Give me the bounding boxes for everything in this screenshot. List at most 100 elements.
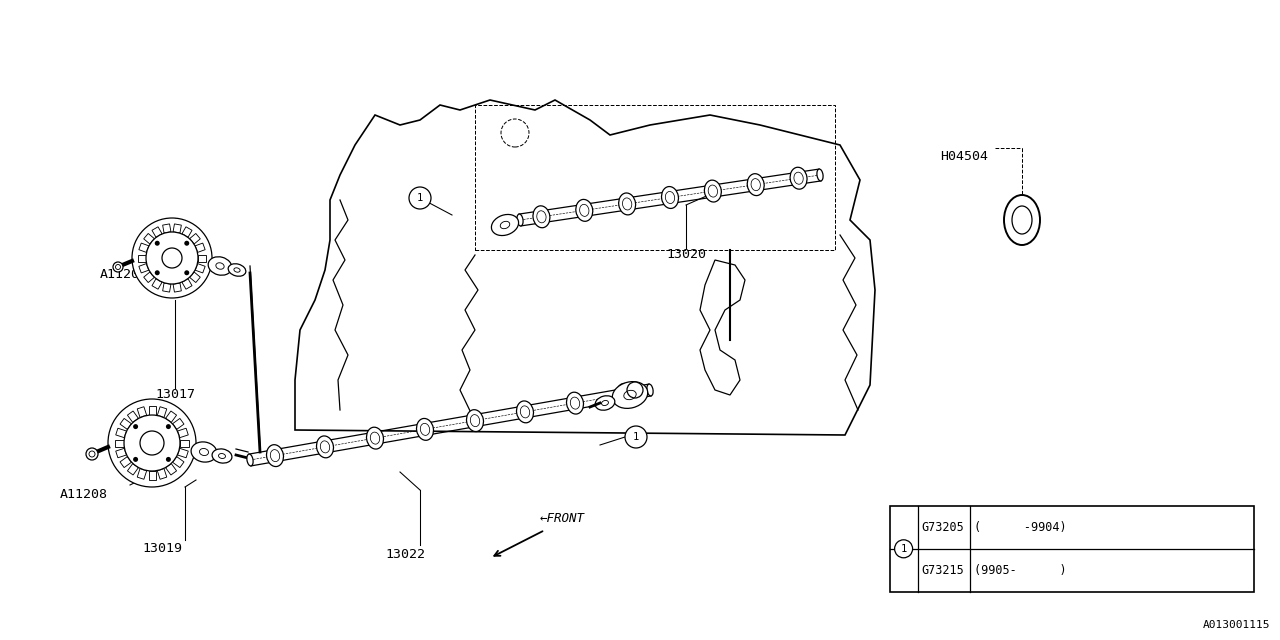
Ellipse shape [517,214,524,226]
Ellipse shape [517,401,534,423]
Polygon shape [143,272,155,282]
Circle shape [410,187,431,209]
Circle shape [124,415,180,471]
Ellipse shape [316,436,334,458]
Polygon shape [700,260,745,395]
Circle shape [166,457,172,462]
Polygon shape [138,264,148,273]
Polygon shape [178,449,188,458]
Circle shape [184,241,189,246]
Ellipse shape [612,381,648,408]
Ellipse shape [228,264,246,276]
Polygon shape [165,411,177,422]
Polygon shape [115,428,127,438]
Polygon shape [137,407,147,417]
Polygon shape [128,411,138,422]
Circle shape [155,270,160,275]
Ellipse shape [466,410,484,431]
Polygon shape [115,440,124,447]
Circle shape [155,241,160,246]
Ellipse shape [366,427,384,449]
Text: (9905-      ): (9905- ) [974,564,1066,577]
Polygon shape [198,255,206,262]
Circle shape [146,232,198,284]
Circle shape [140,431,164,455]
Polygon shape [120,456,132,468]
Polygon shape [165,463,177,475]
Text: G73205: G73205 [922,521,964,534]
Circle shape [113,262,123,272]
Polygon shape [138,243,148,252]
Circle shape [625,426,646,448]
Polygon shape [163,283,172,292]
Ellipse shape [646,384,653,396]
Text: A11208: A11208 [60,488,108,501]
Ellipse shape [567,392,584,414]
Polygon shape [180,440,189,447]
Polygon shape [157,407,166,417]
Circle shape [184,270,189,275]
Ellipse shape [492,214,518,236]
Polygon shape [196,264,205,273]
Polygon shape [163,224,172,233]
Polygon shape [137,468,147,479]
Polygon shape [115,449,127,458]
Text: A013001115: A013001115 [1202,620,1270,630]
Polygon shape [157,468,166,479]
Polygon shape [138,255,146,262]
Ellipse shape [748,173,764,196]
Circle shape [166,424,172,429]
Ellipse shape [191,442,216,462]
Ellipse shape [817,169,823,181]
Ellipse shape [266,445,283,467]
Circle shape [895,540,913,558]
Circle shape [86,448,99,460]
Circle shape [627,382,643,398]
Ellipse shape [532,206,550,228]
Circle shape [133,424,138,429]
Text: 13022: 13022 [385,548,425,561]
Text: 1: 1 [417,193,424,203]
Text: ←FRONT: ←FRONT [540,512,585,525]
Circle shape [163,248,182,268]
Ellipse shape [790,167,806,189]
Text: (      -9904): ( -9904) [974,521,1066,534]
Polygon shape [189,234,200,244]
Text: 1: 1 [900,544,906,554]
Polygon shape [196,243,205,252]
Circle shape [108,399,196,487]
Ellipse shape [416,419,434,440]
Circle shape [133,457,138,462]
Ellipse shape [1004,195,1039,245]
Text: A11208: A11208 [100,268,148,281]
Polygon shape [173,456,184,468]
Polygon shape [294,100,876,435]
Text: 13020: 13020 [666,248,707,261]
Text: 13017: 13017 [155,388,195,401]
Polygon shape [148,471,155,480]
Polygon shape [173,283,182,292]
Ellipse shape [662,186,678,209]
Ellipse shape [704,180,722,202]
Text: 1: 1 [632,432,639,442]
Polygon shape [152,227,163,237]
Polygon shape [189,272,200,282]
Polygon shape [152,279,163,289]
Bar [475,105,835,250]
Ellipse shape [595,396,614,410]
Polygon shape [173,224,182,233]
Polygon shape [120,419,132,429]
Ellipse shape [209,257,232,275]
Polygon shape [173,419,184,429]
Ellipse shape [576,200,593,221]
Circle shape [132,218,212,298]
Ellipse shape [617,383,634,405]
Polygon shape [143,234,155,244]
Polygon shape [182,279,192,289]
Polygon shape [148,406,155,415]
Text: 13019: 13019 [142,542,182,555]
Text: G73215: G73215 [922,564,964,577]
Bar [890,506,1254,592]
Ellipse shape [247,454,253,466]
Ellipse shape [618,193,636,215]
